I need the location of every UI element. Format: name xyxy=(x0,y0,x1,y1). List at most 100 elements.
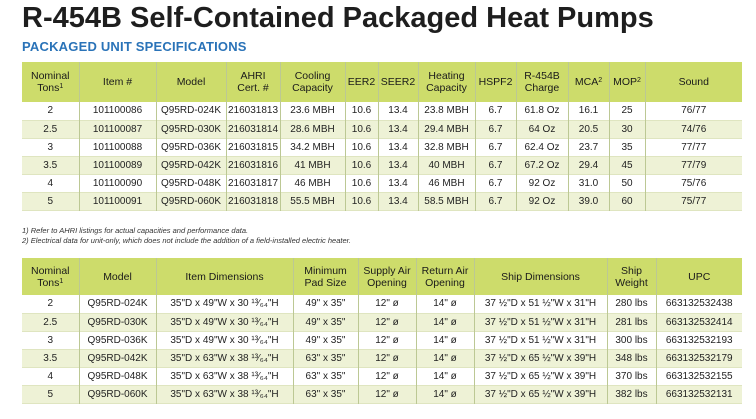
table-cell: 3 xyxy=(22,138,80,156)
table-cell: 60 xyxy=(609,192,646,210)
column-header: Nominal Tons1 xyxy=(22,62,80,102)
table-cell: 216031816 xyxy=(226,156,281,174)
table-cell: 46 MBH xyxy=(418,174,476,192)
table-cell: 76/77 xyxy=(645,102,742,120)
table-cell: 101100087 xyxy=(79,120,157,138)
table-cell: 3.5 xyxy=(22,349,80,367)
table-cell: 12" ø xyxy=(358,385,417,403)
table-cell: 14" ø xyxy=(416,313,475,331)
table-cell: 663132532438 xyxy=(656,295,742,313)
table-cell: 10.6 xyxy=(345,156,379,174)
column-header: Supply Air Opening xyxy=(358,258,417,295)
table-cell: 20.5 xyxy=(568,120,610,138)
table-cell: 12" ø xyxy=(358,313,417,331)
table-cell: 58.5 MBH xyxy=(418,192,476,210)
table-cell: 37 ½"D x 51 ½"W x 31"H xyxy=(474,331,608,349)
spec-table: Nominal Tons1 Item # Model AHRI Cert. # Coolin… xyxy=(22,62,742,211)
table-cell: Q95RD-042K xyxy=(156,156,227,174)
header-label: Sound xyxy=(678,76,709,88)
table-row: 3.5 101100089 Q95RD-042K 216031816 41 MBH 10.… xyxy=(22,156,742,174)
header-label: Model xyxy=(103,270,132,283)
table-row: 2 Q95RD-024K 35"D x 49"W x 30 ¹³⁄₆₄"H 49" x… xyxy=(22,295,742,313)
header-label: Ship xyxy=(620,264,642,277)
table-cell: 3.5 xyxy=(22,156,80,174)
table-cell: 101100088 xyxy=(79,138,157,156)
table-cell: 92 Oz xyxy=(516,192,569,210)
table-cell: 62.4 Oz xyxy=(516,138,569,156)
dimensions-header-row: Nominal Tons1 Model Item Dimensions Minimum P… xyxy=(22,258,742,295)
table-cell: 63" x 35" xyxy=(293,385,359,403)
header-label: Item Dimensions xyxy=(185,270,264,283)
table-cell: 2.5 xyxy=(22,120,80,138)
table-cell: 10.6 xyxy=(345,192,379,210)
table-cell: 6.7 xyxy=(475,120,517,138)
header-label: Heating xyxy=(428,70,465,82)
column-header: Heating Capacity xyxy=(418,62,476,102)
header-label: Item # xyxy=(102,76,133,88)
table-cell: 37 ½"D x 51 ½"W x 31"H xyxy=(474,313,608,331)
header-label: Nominal xyxy=(30,264,70,277)
table-cell: 370 lbs xyxy=(607,367,657,385)
table-cell: 216031815 xyxy=(226,138,281,156)
column-header: R-454B Charge xyxy=(516,62,569,102)
table-cell: 35"D x 49"W x 30 ¹³⁄₆₄"H xyxy=(156,331,294,349)
table-cell: 348 lbs xyxy=(607,349,657,367)
table-cell: 23.7 xyxy=(568,138,610,156)
footnote: 1) Refer to AHRI listings for actual cap… xyxy=(22,226,249,235)
table-cell: 23.8 MBH xyxy=(418,102,476,120)
table-cell: 35"D x 49"W x 30 ¹³⁄₆₄"H xyxy=(156,295,294,313)
header-label: Nominal xyxy=(30,70,70,82)
table-cell: 40 MBH xyxy=(418,156,476,174)
column-header: MCA2 xyxy=(568,62,610,102)
table-cell: 101100086 xyxy=(79,102,157,120)
header-label: Weight xyxy=(615,276,648,289)
page-title: R-454B Self-Contained Packaged Heat Pump… xyxy=(22,2,654,34)
table-cell: 63" x 35" xyxy=(293,349,359,367)
table-cell: 35"D x 49"W x 30 ¹³⁄₆₄"H xyxy=(156,313,294,331)
table-cell: 37 ½"D x 65 ½"W x 39"H xyxy=(474,349,608,367)
header-label: Model xyxy=(176,76,206,88)
header-label: UPC xyxy=(688,270,711,283)
column-header: MOP2 xyxy=(609,62,646,102)
header-label: Cert. # xyxy=(237,82,269,94)
table-cell: 37 ½"D x 65 ½"W x 39"H xyxy=(474,385,608,403)
footnotes: 1) Refer to AHRI listings for actual cap… xyxy=(22,226,351,246)
column-header: AHRI Cert. # xyxy=(226,62,281,102)
table-cell: 663132532131 xyxy=(656,385,742,403)
table-cell: 46 MBH xyxy=(280,174,346,192)
table-cell: 77/77 xyxy=(645,138,742,156)
column-header: Return Air Opening xyxy=(416,258,475,295)
header-label: HSPF2 xyxy=(478,76,513,88)
table-row: 4 101100090 Q95RD-048K 216031817 46 MBH 10.6 1… xyxy=(22,174,742,192)
table-cell: 75/76 xyxy=(645,174,742,192)
table-cell: 216031817 xyxy=(226,174,281,192)
table-cell: 216031814 xyxy=(226,120,281,138)
column-header: Minimum Pad Size xyxy=(293,258,359,295)
table-cell: 12" ø xyxy=(358,331,417,349)
table-cell: 16.1 xyxy=(568,102,610,120)
table-cell: 74/76 xyxy=(645,120,742,138)
table-cell: 4 xyxy=(22,174,80,192)
table-row: 3 Q95RD-036K 35"D x 49"W x 30 ¹³⁄₆₄"H 49" x… xyxy=(22,331,742,349)
column-header: Model xyxy=(156,62,227,102)
header-label: EER2 xyxy=(347,76,376,88)
header-label: SEER2 xyxy=(380,76,416,88)
spec-table-body: 2 101100086 Q95RD-024K 216031813 23.6 MBH 10.… xyxy=(22,102,742,210)
table-cell: 45 xyxy=(609,156,646,174)
table-row: 5 101100091 Q95RD-060K 216031818 55.5 MBH 10.… xyxy=(22,192,742,210)
table-cell: 14" ø xyxy=(416,295,475,313)
table-cell: 663132532414 xyxy=(656,313,742,331)
footnote-marker: 1 xyxy=(59,83,64,90)
column-header: Item Dimensions xyxy=(156,258,294,295)
header-label: Capacity xyxy=(426,82,467,94)
table-cell: Q95RD-048K xyxy=(156,174,227,192)
footnote: 2) Electrical data for unit-only, which … xyxy=(22,236,351,245)
table-cell: 663132532179 xyxy=(656,349,742,367)
table-cell: 663132532193 xyxy=(656,331,742,349)
dimensions-table-body: 2 Q95RD-024K 35"D x 49"W x 30 ¹³⁄₆₄"H 49" x… xyxy=(22,295,742,403)
table-cell: Q95RD-060K xyxy=(79,385,157,403)
table-cell: 23.6 MBH xyxy=(280,102,346,120)
table-cell: 34.2 MBH xyxy=(280,138,346,156)
table-cell: 63" x 35" xyxy=(293,367,359,385)
header-label: Tons xyxy=(37,276,60,289)
